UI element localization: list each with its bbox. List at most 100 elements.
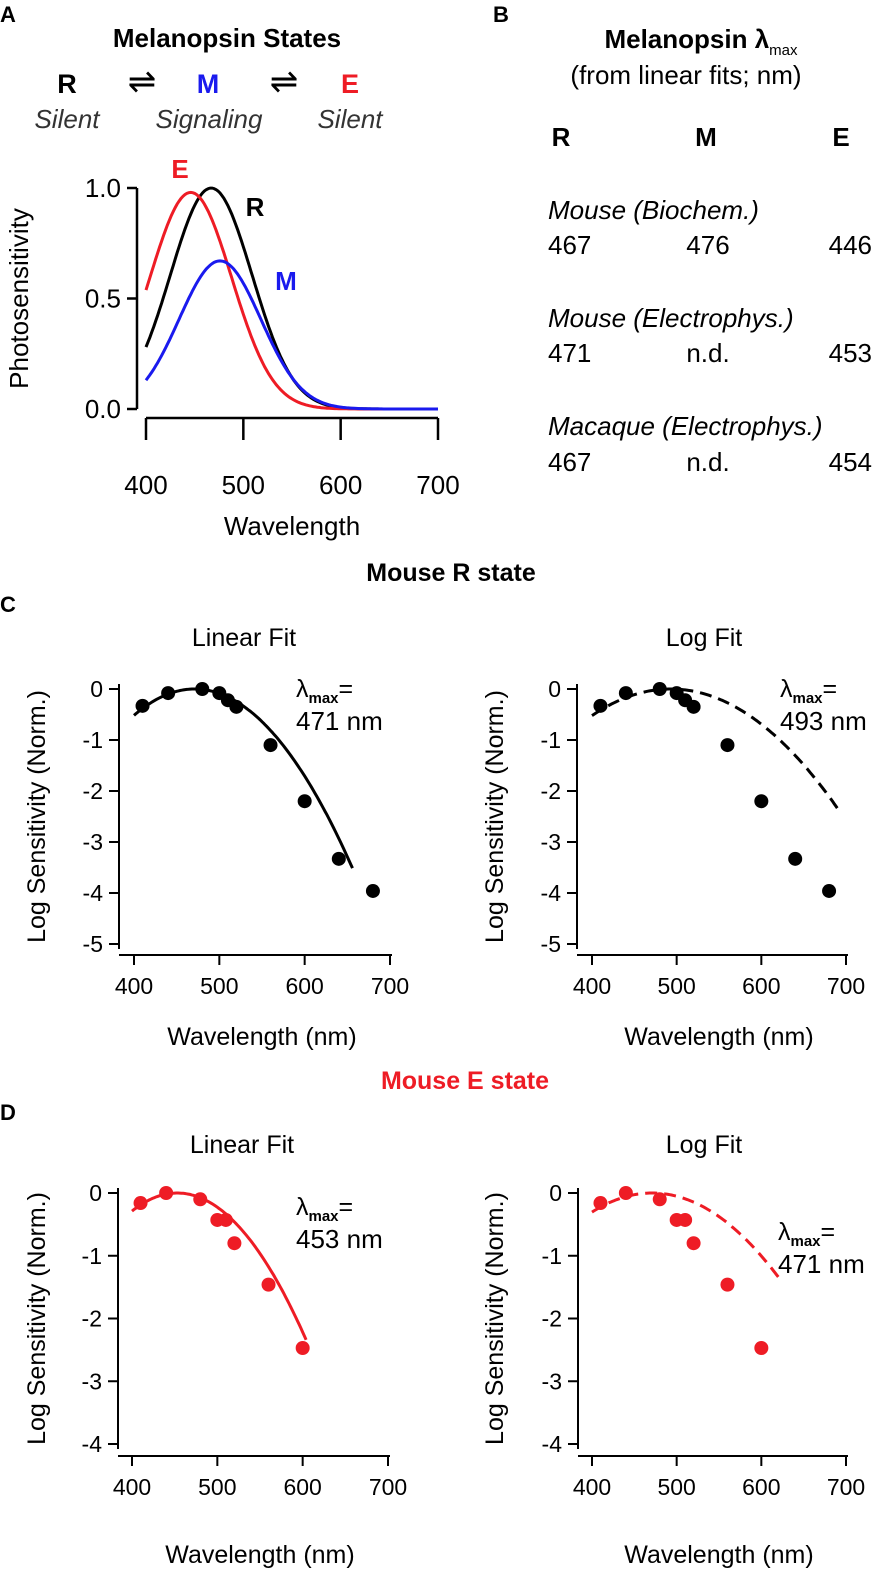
panel-letter-b: B [493,2,509,27]
y-tick-label: -1 [83,727,103,753]
x-tick-label: 400 [573,973,611,999]
y-tick-label: 1.0 [85,173,121,203]
x-tick-label: 500 [200,973,238,999]
y-tick-label: -4 [541,880,562,906]
section-c-title: Mouse R state [366,559,536,587]
state-e-role: Silent [317,104,384,134]
data-point [593,1196,608,1211]
y-tick-label: -5 [83,931,103,957]
chart-r-log-fit: 400 500 600 700 0 -1 -2 -3 -4 -5 Wavelength (nm) Lo… [481,624,867,1051]
x-axis-label: Wavelength (nm) [165,1541,354,1569]
x-axis-label: Wavelength (nm) [624,1023,813,1051]
value-macaque-electrophys-r: 467 [548,447,591,477]
data-point [227,1236,242,1251]
chart-title: Linear Fit [192,624,296,652]
y-tick-label: -3 [541,829,561,855]
series-label-e: E [171,154,188,184]
panel-letter-c: C [0,592,16,617]
chart-e-log-fit: 400 500 600 700 0 -1 -2 -3 -4 Wavelength (nm) Log … [481,1131,865,1569]
y-axis-label: Log Sensitivity (Norm.) [481,1192,509,1445]
y-tick-label: -3 [542,1368,562,1394]
x-tick-label: 600 [742,973,780,999]
series-label-m: M [275,266,297,296]
x-tick-label: 400 [124,470,167,500]
fit-curve [591,687,841,812]
data-point [297,794,312,809]
panel-b-subtitle: (from linear fits; nm) [570,60,801,90]
state-r-name: R [57,69,77,99]
y-tick-label: 0 [90,676,103,702]
value-mouse-electrophys-r: 471 [548,338,591,368]
lambda-max-value: 471 nm [778,1249,865,1279]
panel-a-title: Melanopsin States [113,23,341,53]
y-tick-label: 0 [89,1180,102,1206]
data-point [652,1192,667,1207]
data-point [720,738,735,753]
state-m-name: M [197,69,220,99]
panel-letter-a: A [0,2,16,27]
data-point [678,1212,693,1227]
x-tick-label: 700 [416,470,459,500]
y-axis-label: Log Sensitivity (Norm.) [23,1192,51,1445]
chart-title: Log Fit [666,624,742,652]
chart-title: Linear Fit [190,1131,294,1159]
x-tick-label: 600 [319,470,362,500]
x-tick-label: 600 [285,973,323,999]
data-point [754,794,769,809]
x-tick-label: 700 [369,1474,407,1500]
y-tick-label: 0 [548,676,561,702]
state-e-name: E [341,69,359,99]
x-tick-label: 400 [113,1474,151,1500]
x-tick-label: 700 [371,973,409,999]
section-d-title: Mouse E state [381,1067,549,1095]
y-tick-label: -1 [542,1243,562,1269]
data-point [788,851,803,866]
group-label-macaque-electrophys: Macaque (Electrophys.) [548,411,823,441]
x-tick-label: 400 [573,1474,611,1500]
group-label-mouse-biochem: Mouse (Biochem.) [548,195,759,225]
x-tick-label: 600 [283,1474,321,1500]
data-point [593,698,608,713]
data-point [686,699,701,714]
x-tick-label: 400 [115,973,153,999]
lambda-max-label: λmax= [778,1218,835,1250]
y-tick-label: -2 [541,778,561,804]
x-tick-label: 500 [222,470,265,500]
x-tick-label: 700 [827,1474,865,1500]
y-tick-label: -5 [541,931,561,957]
x-tick-label: 500 [657,973,695,999]
data-point [218,1212,233,1227]
y-tick-label: 0 [549,1180,562,1206]
equilibrium-arrow-1: ⇌ [128,63,157,101]
data-point [652,682,667,696]
column-header-e: E [832,122,849,152]
data-point [618,1186,633,1200]
lambda-max-value: 453 nm [296,1224,383,1254]
y-tick-label: -3 [82,1368,102,1394]
panel-letter-d: D [0,1100,16,1125]
x-axis-label: Wavelength (nm) [167,1023,356,1051]
y-tick-label: -1 [82,1243,102,1269]
chart-r-linear-fit: 400 500 600 700 0 -1 -2 -3 -4 -5 Wavelength (nm) Lo… [23,624,409,1051]
data-point [193,1192,208,1207]
group-label-mouse-electrophys: Mouse (Electrophys.) [548,303,794,333]
lambda-max-label: λmax= [296,675,353,707]
y-tick-label: 0.5 [85,284,121,314]
data-point [195,682,210,696]
y-tick-label: 0.0 [85,394,121,424]
lambda-max-value: 471 nm [296,706,383,736]
lambda-max-label: λmax= [296,1193,353,1225]
data-point [159,1186,174,1200]
chart-spectra: 400 500 600 700 0.0 0.5 1.0 Wavelength Photosens… [4,154,460,541]
series-label-r: R [246,192,265,222]
y-axis-label: Photosensitivity [4,208,34,389]
data-point [133,1196,148,1211]
column-header-m: M [695,122,717,152]
y-tick-label: -4 [83,880,104,906]
y-axis-label: Log Sensitivity (Norm.) [23,690,51,943]
chart-e-linear-fit: 400 500 600 700 0 -1 -2 -3 -4 Wavelength (nm) Log … [23,1131,407,1569]
value-macaque-electrophys-e: 454 [829,447,872,477]
data-point [754,1340,769,1355]
series-line-m [144,259,438,411]
x-axis-label: Wavelength [224,511,360,541]
